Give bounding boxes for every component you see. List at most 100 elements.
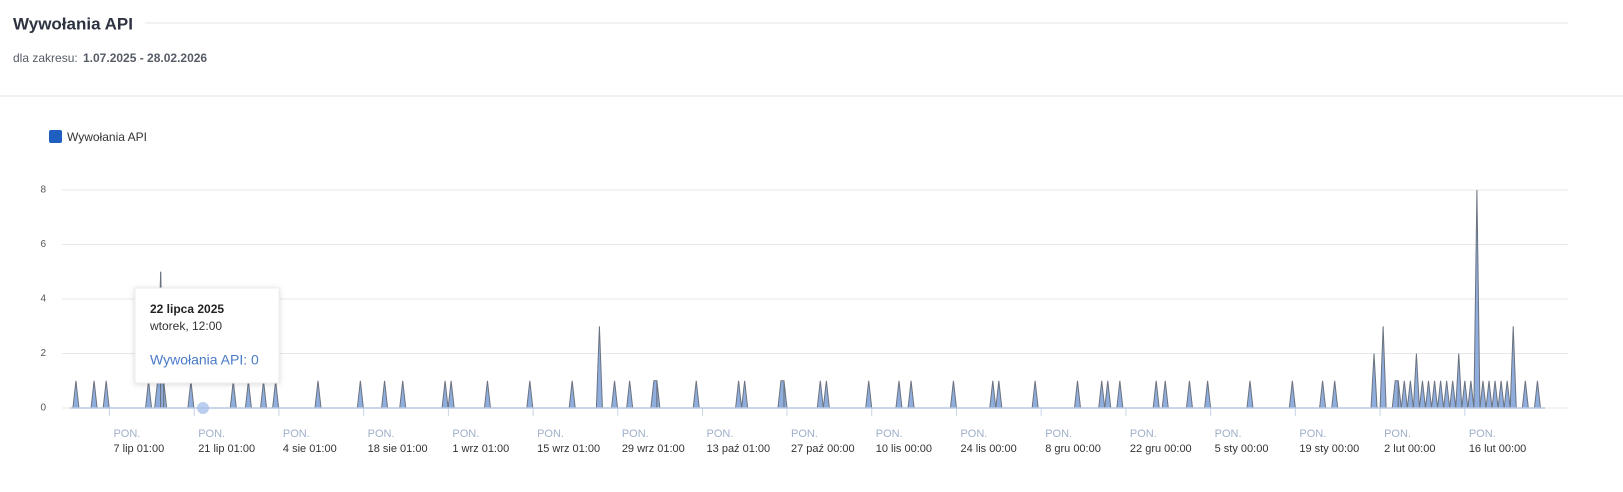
area-spike bbox=[163, 380, 168, 409]
area-spike bbox=[816, 380, 824, 409]
area-spike bbox=[483, 380, 491, 409]
area-spike bbox=[1152, 380, 1160, 409]
area-spike bbox=[1379, 326, 1387, 409]
x-tick-label: 8 gru 00:00 bbox=[1045, 443, 1101, 455]
x-tick-label: 27 paź 00:00 bbox=[791, 443, 855, 455]
x-tick-label: 2 lut 00:00 bbox=[1384, 443, 1435, 455]
area-spike bbox=[741, 380, 749, 409]
area-spike bbox=[272, 380, 280, 409]
area-spike bbox=[1503, 380, 1511, 409]
x-tick-label: 29 wrz 01:00 bbox=[622, 443, 685, 455]
x-tick-weekday: PON. bbox=[707, 428, 734, 440]
area-spike bbox=[1319, 380, 1327, 409]
area-spike bbox=[735, 380, 743, 409]
area-spike bbox=[526, 380, 534, 409]
area-spike bbox=[1031, 380, 1039, 409]
area-spike bbox=[1331, 380, 1339, 409]
area-spike bbox=[1391, 380, 1399, 409]
x-tick-label: 15 wrz 01:00 bbox=[537, 443, 600, 455]
area-spike bbox=[989, 380, 997, 409]
legend-swatch bbox=[49, 130, 62, 143]
x-tick-label: 21 lip 01:00 bbox=[198, 443, 255, 455]
area-spike bbox=[1443, 380, 1451, 409]
x-tick-label: 1 wrz 01:00 bbox=[452, 443, 509, 455]
area-spike bbox=[1533, 380, 1541, 409]
area-spike bbox=[1521, 380, 1529, 409]
tooltip-box bbox=[134, 287, 280, 384]
x-tick-label: 24 lis 00:00 bbox=[960, 443, 1016, 455]
area-spike bbox=[777, 380, 785, 409]
area-spike bbox=[568, 380, 576, 409]
area-spike bbox=[90, 380, 98, 409]
area-spike bbox=[1473, 189, 1481, 409]
area-spike bbox=[949, 380, 957, 409]
x-tick-weekday: PON. bbox=[283, 428, 310, 440]
area-spike bbox=[1491, 380, 1499, 409]
x-tick-weekday: PON. bbox=[1130, 428, 1157, 440]
y-tick-label: 2 bbox=[40, 348, 46, 359]
area-spike bbox=[595, 326, 603, 409]
range: 1.07.2025 - 28.02.2026 bbox=[83, 51, 207, 65]
area-spike bbox=[865, 380, 873, 409]
area-spike bbox=[260, 380, 268, 409]
area-spike bbox=[1185, 380, 1193, 409]
area-spike bbox=[692, 380, 700, 409]
area-spike bbox=[650, 380, 658, 409]
x-tick-label: 16 lut 00:00 bbox=[1469, 443, 1527, 455]
x-tick-label: 5 sty 00:00 bbox=[1215, 443, 1269, 455]
hover-marker bbox=[197, 402, 210, 414]
area-spike bbox=[1455, 353, 1463, 409]
area-spike bbox=[656, 380, 661, 409]
page-title: Wywołania API bbox=[13, 14, 133, 33]
area-spike bbox=[1437, 380, 1445, 409]
area-spike bbox=[244, 380, 252, 409]
area-spike bbox=[1161, 380, 1169, 409]
x-tick-label: 10 lis 00:00 bbox=[876, 443, 932, 455]
area-spike bbox=[1116, 380, 1124, 409]
tooltip-title: 22 lipca 2025 bbox=[150, 302, 224, 316]
area-spike bbox=[1467, 380, 1475, 409]
area-spike bbox=[611, 380, 619, 409]
x-tick-weekday: PON. bbox=[1469, 428, 1496, 440]
area-spike bbox=[1406, 380, 1414, 409]
x-tick-label: 19 sty 00:00 bbox=[1299, 443, 1359, 455]
x-tick-weekday: PON. bbox=[791, 428, 818, 440]
x-tick-weekday: PON. bbox=[1045, 428, 1072, 440]
area-spike bbox=[1288, 380, 1296, 409]
area-spike bbox=[72, 380, 80, 409]
y-tick-label: 4 bbox=[40, 294, 46, 305]
x-tick-label: 13 paź 01:00 bbox=[707, 443, 771, 455]
y-tick-label: 8 bbox=[40, 185, 46, 196]
tooltip: 22 lipca 2025 wtorek, 12:00 Wywołania API:… bbox=[134, 287, 280, 384]
area-spike bbox=[102, 380, 110, 409]
x-tick-weekday: PON. bbox=[113, 428, 140, 440]
x-tick-weekday: PON. bbox=[452, 428, 479, 440]
x-tick-weekday: PON. bbox=[1215, 428, 1242, 440]
x-tick-weekday: PON. bbox=[1384, 428, 1411, 440]
y-tick-label: 6 bbox=[40, 239, 46, 250]
area-spike bbox=[1104, 380, 1112, 409]
area-spike bbox=[907, 380, 915, 409]
area-spike bbox=[399, 380, 407, 409]
y-tick-label: 0 bbox=[40, 403, 46, 414]
area-spike bbox=[1098, 380, 1106, 409]
x-tick-weekday: PON. bbox=[368, 428, 395, 440]
area-spike bbox=[1424, 380, 1433, 409]
area-spike bbox=[381, 380, 389, 409]
area-spike bbox=[1397, 380, 1402, 409]
area-spike bbox=[145, 380, 153, 409]
x-tick-label: 22 gru 00:00 bbox=[1130, 443, 1192, 455]
x-tick-label: 4 sie 01:00 bbox=[283, 443, 337, 455]
area-spike bbox=[783, 380, 788, 409]
area-spike bbox=[1073, 380, 1082, 409]
legend-label[interactable]: Wywołania API bbox=[67, 130, 147, 144]
plot: 0 2 4 6 8 PON. 7 lip 01:00 PON. 21 lip 01:00 PON.… bbox=[40, 185, 1568, 455]
x-tick-weekday: PON. bbox=[622, 428, 649, 440]
area-spike bbox=[187, 380, 195, 409]
x-tick-weekday: PON. bbox=[960, 428, 987, 440]
tooltip-value: Wywołania API: 0 bbox=[150, 352, 259, 368]
area-spike bbox=[1485, 380, 1493, 409]
area-spike bbox=[995, 380, 1003, 409]
area-spike bbox=[1461, 380, 1469, 409]
